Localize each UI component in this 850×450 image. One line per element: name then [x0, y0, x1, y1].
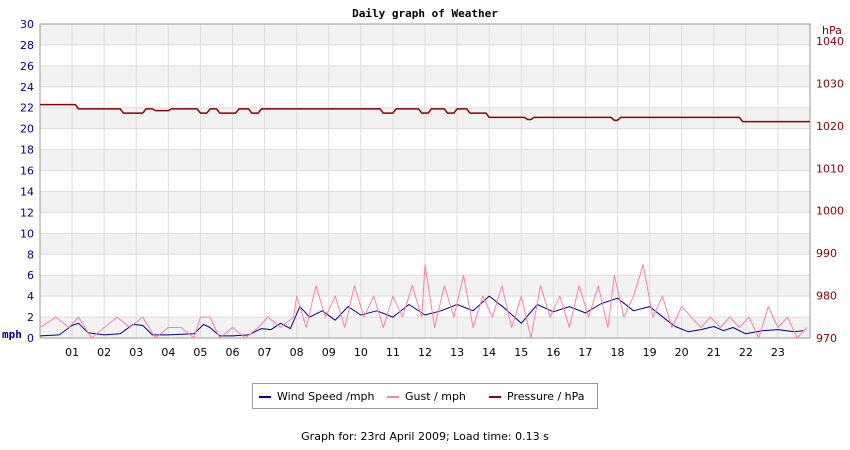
x-tick-label: 10 [354, 346, 368, 359]
left-axis-unit: mph [2, 328, 22, 341]
right-tick-label: 980 [816, 290, 837, 303]
right-axis-unit: hPa [822, 24, 842, 37]
x-tick-label: 18 [611, 346, 625, 359]
grid-lines [40, 23, 810, 339]
left-tick-label: 14 [20, 185, 34, 198]
right-tick-label: 970 [816, 332, 837, 345]
x-tick-label: 01 [65, 346, 79, 359]
left-tick-label: 26 [20, 60, 34, 73]
left-tick-label: 22 [20, 102, 34, 115]
legend-swatch-wind [259, 396, 271, 398]
left-tick-label: 2 [27, 311, 34, 324]
x-tick-label: 08 [290, 346, 304, 359]
legend-item-wind: Wind Speed /mph [259, 390, 375, 403]
legend-swatch-pressure [489, 396, 501, 398]
x-tick-label: 23 [771, 346, 785, 359]
left-tick-label: 18 [20, 144, 34, 157]
x-tick-label: 12 [418, 346, 432, 359]
right-tick-label: 1030 [816, 77, 844, 90]
left-tick-label: 16 [20, 165, 34, 178]
footer-status: Graph for: 23rd April 2009; Load time: 0… [301, 430, 549, 443]
x-tick-label: 19 [643, 346, 657, 359]
legend-swatch-gust [387, 396, 399, 398]
left-tick-label: 8 [27, 248, 34, 261]
x-tick-label: 04 [161, 346, 175, 359]
right-tick-label: 1020 [816, 120, 844, 133]
legend-item-gust: Gust / mph [387, 390, 466, 403]
x-tick-label: 21 [707, 346, 721, 359]
x-tick-label: 16 [546, 346, 560, 359]
legend-label-wind: Wind Speed /mph [277, 390, 375, 403]
right-axis-ticks: 970 980 990 1000 1010 1020 1030 1040 [816, 35, 844, 345]
right-tick-label: 990 [816, 247, 837, 260]
right-tick-label: 1010 [816, 162, 844, 175]
left-tick-label: 20 [20, 123, 34, 136]
x-tick-label: 09 [322, 346, 336, 359]
right-tick-label: 1000 [816, 205, 844, 218]
series-line-gust-mph [39, 264, 808, 339]
x-tick-label: 02 [97, 346, 111, 359]
x-tick-label: 17 [578, 346, 592, 359]
left-tick-label: 30 [20, 18, 34, 31]
x-axis-ticks: 01 02 03 04 05 06 07 08 09 10 11 12 13 14 15 16 17 18 19 20… [65, 346, 785, 359]
legend-label-gust: Gust / mph [405, 390, 466, 403]
series-line-wind-speed-mph [39, 295, 804, 337]
plot-frame [39, 23, 811, 339]
left-tick-label: 0 [27, 332, 34, 345]
x-tick-label: 14 [482, 346, 496, 359]
x-tick-label: 06 [226, 346, 240, 359]
x-tick-label: 05 [193, 346, 207, 359]
left-tick-label: 24 [20, 81, 34, 94]
right-tick-label: 1040 [816, 35, 844, 48]
x-tick-label: 15 [514, 346, 528, 359]
series-layer [39, 103, 810, 339]
left-tick-label: 10 [20, 227, 34, 240]
chart-title: Daily graph of Weather [352, 7, 498, 20]
legend-item-pressure: Pressure / hPa [489, 390, 585, 403]
x-tick-label: 03 [129, 346, 143, 359]
x-tick-label: 22 [739, 346, 753, 359]
series-line-pressure-hpa [40, 103, 810, 123]
left-tick-label: 12 [20, 206, 34, 219]
left-tick-label: 4 [27, 290, 34, 303]
legend: Wind Speed /mph Gust / mph Pressure / hP… [252, 383, 598, 409]
x-tick-label: 11 [386, 346, 400, 359]
x-tick-label: 20 [675, 346, 689, 359]
left-tick-label: 6 [27, 269, 34, 282]
x-tick-label: 13 [450, 346, 464, 359]
left-tick-label: 28 [20, 39, 34, 52]
x-tick-label: 07 [258, 346, 272, 359]
legend-label-pressure: Pressure / hPa [507, 390, 585, 403]
